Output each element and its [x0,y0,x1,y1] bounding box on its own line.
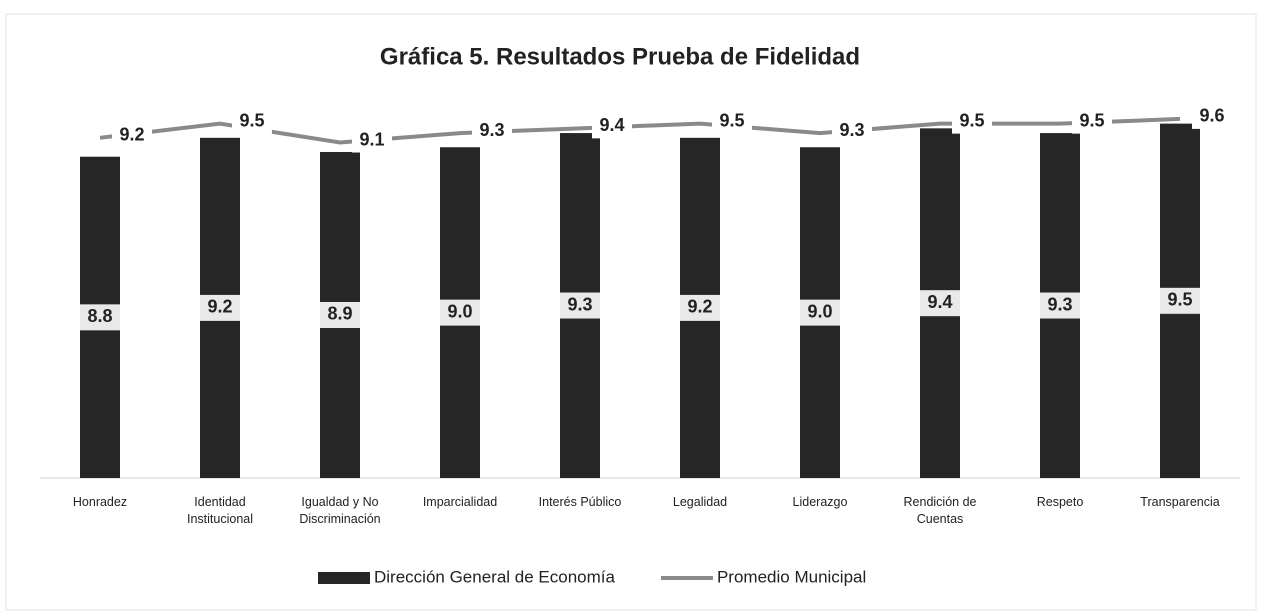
legend-label: Promedio Municipal [717,567,866,586]
line [99,116,1181,145]
value-label: 9.3 [1047,294,1072,314]
value-label: 9.3 [567,294,592,314]
value-label-bg [80,304,120,331]
value-label-bg [200,294,240,321]
value-label-bg [1160,287,1200,314]
line-label-bg [1192,104,1232,129]
value-label: 9.0 [807,301,832,321]
x-tick-label: Igualdad y No Discriminación [299,495,381,526]
value-label-bg [920,290,960,317]
line-label: 9.6 [1199,106,1224,126]
line-label-bg [232,109,272,134]
line-label: 9.5 [1079,110,1104,130]
line-label-bg [592,114,632,139]
value-label-bg [320,301,360,328]
line-label-bg [352,128,392,153]
x-tick-label: Honradez [72,495,128,509]
value-label: 9.5 [1167,290,1192,310]
chart-border [5,13,1257,611]
value-label-bg [800,299,840,326]
line-label: 9.5 [959,110,984,130]
x-tick-label: Liderazgo [792,495,848,509]
line-label-bg [832,119,872,144]
value-label-bg [680,294,720,321]
line-label: 9.3 [479,120,504,140]
legend-label: Dirección General de Economía [374,567,616,586]
value-label-bg [440,299,480,326]
value-label: 8.9 [327,304,352,324]
x-tick-label: Transparencia [1140,495,1220,509]
line-label: 9.2 [119,125,144,145]
chart-title: Gráfica 5. Resultados Prueba de Fidelida… [380,43,860,70]
line-label: 9.1 [359,129,384,149]
value-label-bg [1040,292,1080,319]
x-tick-label: Respeto [1036,495,1084,509]
legend-swatch [318,572,370,584]
value-label: 8.8 [87,306,112,326]
value-label: 9.2 [207,297,232,317]
x-tick-label: Imparcialidad [422,495,498,509]
line-label-bg [952,109,992,134]
line-label-bg [472,119,512,144]
line-label: 9.5 [719,110,744,130]
value-label: 9.0 [447,301,472,321]
x-tick-label: Identidad Institucional [186,495,253,526]
line-label-bg [1072,109,1112,134]
line-label-bg [112,123,152,148]
line-label: 9.3 [839,120,864,140]
x-tick-label: Interés Público [538,495,622,509]
x-tick-label: Rendición de Cuentas [903,495,977,526]
value-label: 9.2 [687,297,712,317]
line-label: 9.4 [599,115,624,135]
x-tick-label: Legalidad [672,495,728,509]
value-label: 9.4 [927,292,952,312]
value-label-bg [560,292,600,319]
line-label-bg [712,109,752,134]
line-label: 9.5 [239,110,264,130]
